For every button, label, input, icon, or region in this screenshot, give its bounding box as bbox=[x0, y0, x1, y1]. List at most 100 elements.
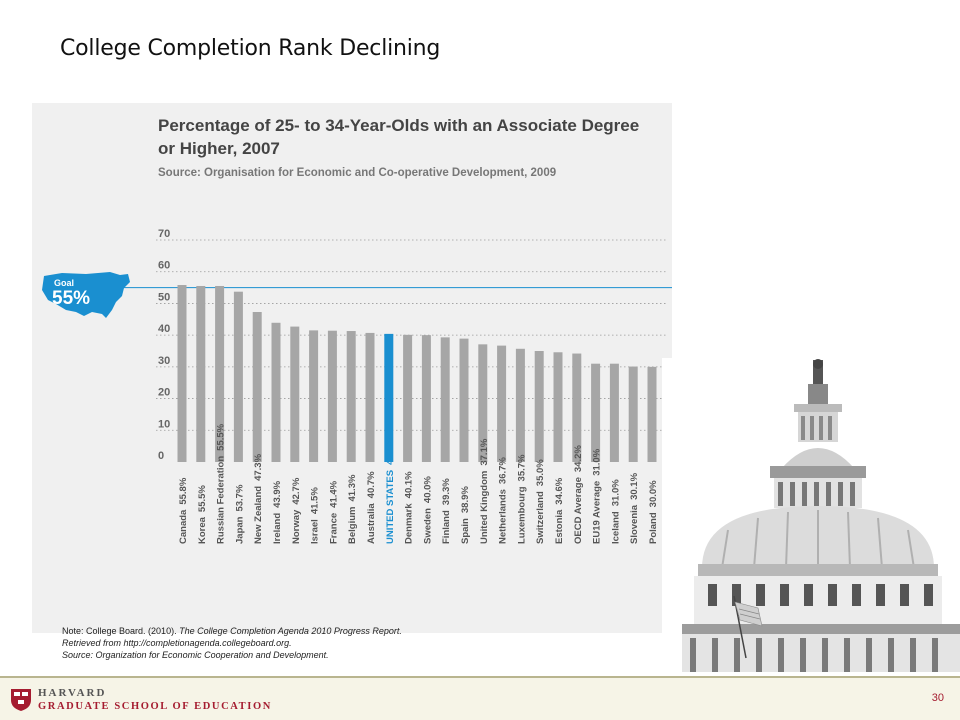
category-label: Korea 55.5% bbox=[197, 485, 208, 544]
value-label: 39.3% bbox=[441, 478, 452, 505]
y-tick-label: 30 bbox=[158, 355, 170, 367]
category-label: OECD Average 34.2% bbox=[573, 445, 584, 544]
bar-sweden bbox=[421, 335, 431, 462]
category-label: Canada 55.8% bbox=[178, 477, 189, 544]
y-tick-label: 0 bbox=[158, 450, 164, 462]
bar-france bbox=[327, 330, 337, 462]
category-label: New Zealand 47.3% bbox=[253, 453, 264, 544]
bar-iceland bbox=[609, 363, 619, 462]
category-name: Belgium bbox=[347, 507, 358, 544]
category-name: Denmark bbox=[404, 503, 415, 544]
category-name: Finland bbox=[441, 510, 452, 544]
category-label: France 41.4% bbox=[328, 480, 339, 544]
category-label: Russian Federation 55.5% bbox=[216, 423, 227, 544]
bar-finland bbox=[440, 337, 450, 462]
chart-subtitle: Source: Organisation for Economic and Co… bbox=[158, 167, 557, 179]
category-label: Israel 41.5% bbox=[310, 487, 321, 544]
capitol-dome-image bbox=[662, 358, 960, 672]
source-note-source: Source: Organization for Economic Cooper… bbox=[62, 650, 329, 660]
category-name: Luxembourg bbox=[516, 486, 527, 544]
value-label: 40.0% bbox=[422, 476, 433, 503]
bar-spain bbox=[459, 338, 469, 462]
value-label: 35.7% bbox=[516, 454, 527, 481]
category-label: Switzerland 35.0% bbox=[535, 459, 546, 544]
y-tick-label: 40 bbox=[158, 323, 170, 335]
category-name: United Kingdom bbox=[479, 471, 490, 544]
category-name: Sweden bbox=[422, 508, 433, 544]
category-name: Poland bbox=[648, 512, 659, 544]
value-label: 53.7% bbox=[234, 484, 245, 511]
bar-norway bbox=[290, 326, 300, 462]
category-name: Australia bbox=[366, 503, 377, 544]
goal-label: Goal bbox=[54, 278, 75, 288]
category-name: EU19 Average bbox=[592, 481, 603, 544]
bar-new-zealand bbox=[252, 311, 262, 462]
category-label: Finland 39.3% bbox=[441, 478, 452, 544]
bar-korea bbox=[196, 285, 206, 462]
goal-value: 55% bbox=[52, 288, 91, 309]
bars bbox=[177, 285, 657, 462]
value-label: 31.0% bbox=[610, 479, 621, 506]
category-name: Israel bbox=[310, 519, 321, 544]
category-name: Ireland bbox=[272, 513, 283, 544]
category-label: United Kingdom 37.1% bbox=[479, 438, 490, 544]
bar-poland bbox=[647, 366, 657, 462]
value-label: 40.1% bbox=[404, 471, 415, 498]
value-label: 55.8% bbox=[178, 477, 189, 504]
harvard-wordmark: HARVARD bbox=[38, 687, 107, 699]
source-note-line-1: Note: College Board. (2010). The College… bbox=[62, 626, 402, 636]
category-label: Netherlands 36.7% bbox=[498, 457, 509, 544]
category-name: Estonia bbox=[554, 509, 565, 544]
bar-belgium bbox=[346, 331, 356, 462]
value-label: 38.9% bbox=[460, 486, 471, 513]
value-label: 35.0% bbox=[535, 459, 546, 486]
bar-russian-federation bbox=[215, 285, 225, 462]
bar-slovenia bbox=[628, 366, 638, 462]
value-label: 34.2% bbox=[573, 445, 584, 472]
bar-luxembourg bbox=[515, 348, 525, 462]
category-label: Denmark 40.1% bbox=[404, 471, 415, 544]
value-label: 30.0% bbox=[648, 480, 659, 507]
category-name: Iceland bbox=[610, 511, 621, 544]
harvard-shield-icon bbox=[11, 689, 31, 711]
value-label: 36.7% bbox=[498, 457, 509, 484]
value-label: 55.5% bbox=[216, 423, 227, 450]
category-label: Estonia 34.6% bbox=[554, 477, 565, 544]
chart-title: Percentage of 25- to 34-Year-Olds with a… bbox=[158, 116, 640, 158]
category-label: EU19 Average 31.0% bbox=[592, 448, 603, 544]
category-label: Spain 38.9% bbox=[460, 486, 471, 544]
category-label: Sweden 40.0% bbox=[422, 476, 433, 544]
category-name: Canada bbox=[178, 509, 189, 544]
category-labels: Canada 55.8% Korea 55.5% Russian Federation 5… bbox=[178, 423, 659, 544]
category-name: Norway bbox=[291, 509, 302, 544]
source-note-url: Retrieved from http://completionagenda.c… bbox=[62, 638, 292, 648]
value-label: 31.0% bbox=[592, 448, 603, 475]
value-label: 37.1% bbox=[479, 438, 490, 465]
y-axis-ticks: 0 10 20 30 40 50 60 70 bbox=[158, 228, 170, 462]
value-label: 43.9% bbox=[272, 480, 283, 507]
bar-united-kingdom bbox=[478, 344, 488, 462]
value-label: 41.4% bbox=[328, 480, 339, 507]
category-name: Switzerland bbox=[535, 491, 546, 544]
category-label: Luxembourg 35.7% bbox=[516, 454, 527, 544]
bar-eu19-average bbox=[591, 363, 601, 462]
category-label: Norway 42.7% bbox=[291, 477, 302, 544]
y-tick-label: 20 bbox=[158, 387, 170, 399]
footer-divider bbox=[0, 676, 960, 678]
bar-united-states bbox=[384, 333, 394, 462]
category-label: Poland 30.0% bbox=[648, 480, 659, 544]
bar-estonia bbox=[553, 352, 563, 462]
source-note-line-2: Retrieved from http://completionagenda.c… bbox=[62, 638, 292, 648]
goal-badge: Goal 55% bbox=[40, 270, 132, 322]
bar-netherlands bbox=[497, 345, 507, 462]
value-label: 30.1% bbox=[629, 472, 640, 499]
bar-japan bbox=[233, 291, 243, 462]
category-name: UNITED STATES bbox=[385, 470, 396, 544]
category-label: UNITED STATES 40.4% bbox=[385, 437, 396, 544]
category-name: Slovenia bbox=[629, 504, 640, 544]
bar-ireland bbox=[271, 322, 281, 462]
value-label: 47.3% bbox=[253, 453, 264, 480]
category-name: Spain bbox=[460, 518, 471, 544]
value-label: 41.3% bbox=[347, 474, 358, 501]
